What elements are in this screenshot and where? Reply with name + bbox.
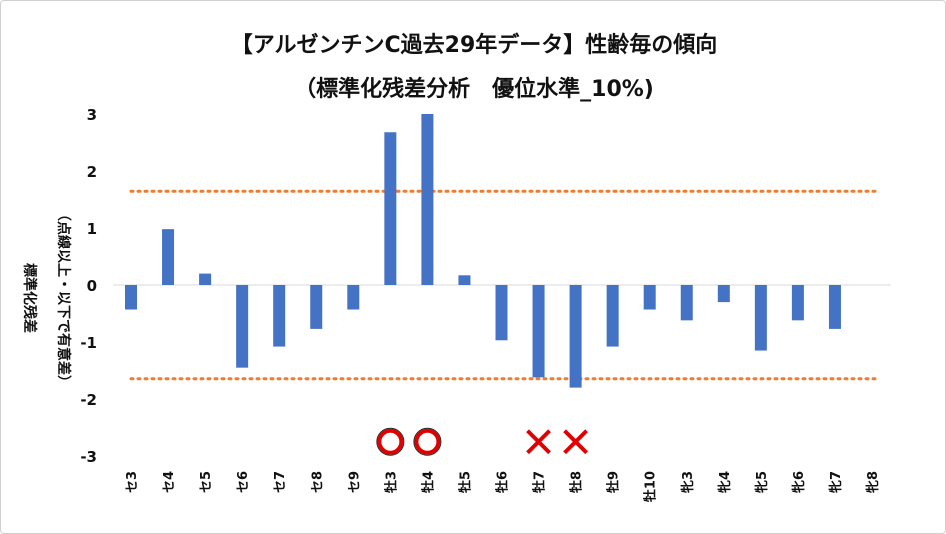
- bar-牡6: [495, 285, 508, 341]
- circle-marker-outline: [413, 427, 442, 456]
- x-tick-label: 牝4: [717, 471, 733, 493]
- bar-セ3: [125, 285, 137, 310]
- bar-牡5: [458, 275, 471, 285]
- x-tick-label: 牝3: [680, 471, 696, 493]
- y-tick-label: -2: [80, 391, 97, 409]
- x-tick-label: 牡6: [495, 471, 511, 493]
- bar-セ7: [273, 285, 286, 347]
- x-tick-label: 牝8: [865, 471, 881, 493]
- y-tick-label: 0: [87, 277, 97, 295]
- bar-セ9: [347, 285, 360, 310]
- bar-牡10: [643, 285, 656, 310]
- bar-牡9: [606, 285, 619, 347]
- x-tick-label: 牡7: [532, 471, 548, 493]
- x-tick-label: 牝5: [754, 471, 770, 493]
- x-tick-label: 牝7: [828, 471, 844, 493]
- circle-marker-outline: [376, 427, 405, 456]
- bar-牝4: [717, 285, 730, 303]
- bar-牡7: [532, 285, 545, 378]
- x-tick-label: セ9: [347, 471, 362, 493]
- x-tick-label: 牡5: [457, 471, 473, 493]
- x-tick-label: セ7: [273, 471, 288, 493]
- cross-marker: [526, 429, 551, 455]
- x-tick-label: 牡4: [420, 471, 436, 493]
- x-tick-label: セ5: [199, 471, 214, 493]
- chart-title: 【アルゼンチンC過去29年データ】性齢毎の傾向: [230, 33, 718, 58]
- bar-牡4: [421, 114, 434, 285]
- circle-marker: [377, 428, 404, 455]
- chart-subtitle: （標準化残差分析 優位水準_10%): [294, 77, 654, 102]
- x-tick-label: セ4: [162, 471, 177, 493]
- y-tick-label: 1: [87, 220, 97, 238]
- bar-セ8: [310, 285, 323, 329]
- bar-牡8: [569, 285, 582, 388]
- bar-セ6: [236, 285, 249, 368]
- bar-セ4: [162, 229, 175, 285]
- circle-marker: [414, 428, 441, 455]
- cross-marker: [563, 429, 589, 455]
- x-tick-label: 牡9: [606, 471, 622, 493]
- bar-牝3: [680, 285, 693, 321]
- x-tick-label: セ8: [310, 471, 325, 493]
- y-tick-label: 3: [87, 106, 97, 124]
- bar-セ5: [199, 273, 212, 285]
- bar-牡3: [384, 132, 397, 285]
- y-tick-label: 2: [87, 163, 97, 181]
- x-tick-label: 牡10: [643, 471, 659, 502]
- y-tick-label: -1: [80, 334, 97, 352]
- x-tick-label: 牡3: [383, 471, 399, 493]
- bar-牝5: [754, 285, 767, 351]
- x-tick-label: セ6: [236, 471, 251, 493]
- bar-牝6: [791, 285, 804, 321]
- y-tick-label: -3: [80, 448, 97, 466]
- x-tick-label: セ3: [125, 471, 140, 493]
- x-tick-label: 牝6: [791, 471, 807, 493]
- x-tick-label: 牡8: [569, 471, 585, 493]
- bar-牝7: [828, 285, 841, 329]
